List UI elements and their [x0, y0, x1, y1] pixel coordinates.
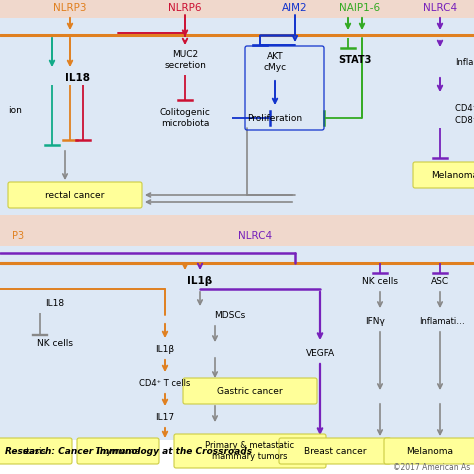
Text: CD4⁺ T cell: CD4⁺ T cell — [455, 103, 474, 112]
Text: Inflammatio…: Inflammatio… — [455, 57, 474, 66]
Bar — [0, 440, 474, 474]
FancyBboxPatch shape — [413, 162, 474, 188]
Text: IL1β: IL1β — [187, 276, 213, 286]
Text: IFNγ: IFNγ — [365, 317, 385, 326]
Text: Thymoma: Thymoma — [95, 447, 140, 456]
Bar — [0, 228, 474, 440]
FancyBboxPatch shape — [0, 438, 72, 464]
Text: IL17: IL17 — [155, 412, 174, 421]
FancyBboxPatch shape — [384, 438, 474, 464]
Text: NAIP1-6: NAIP1-6 — [339, 3, 381, 13]
Text: IL18: IL18 — [65, 73, 91, 83]
Text: IL1β: IL1β — [155, 345, 174, 354]
Text: Primary & metastatic
mammary tumors: Primary & metastatic mammary tumors — [205, 441, 294, 461]
FancyBboxPatch shape — [279, 438, 391, 464]
Text: MUC2
secretion: MUC2 secretion — [164, 50, 206, 70]
Text: VEGFA: VEGFA — [305, 348, 335, 357]
Text: ©2017 American As: ©2017 American As — [393, 464, 470, 473]
Text: AKT
cMyc: AKT cMyc — [264, 52, 287, 72]
Bar — [0, 228, 474, 246]
Bar — [0, 0, 474, 18]
Text: NK cells: NK cells — [37, 338, 73, 347]
Bar — [0, 0, 474, 215]
Text: NLRC4: NLRC4 — [423, 3, 457, 13]
Text: Research: Cancer Immunology at the Crossroads: Research: Cancer Immunology at the Cross… — [5, 447, 252, 456]
Text: rectal cancer: rectal cancer — [46, 191, 105, 200]
Text: Colitogenic
microbiota: Colitogenic microbiota — [160, 108, 210, 128]
Text: Inflamati…: Inflamati… — [419, 317, 465, 326]
FancyBboxPatch shape — [77, 438, 159, 464]
Text: Melanoma: Melanoma — [431, 171, 474, 180]
Text: IL18: IL18 — [46, 299, 64, 308]
Text: NLRC4: NLRC4 — [238, 231, 272, 241]
Text: Proliferation: Proliferation — [247, 113, 302, 122]
Text: ion: ion — [8, 106, 22, 115]
Text: MDSCs: MDSCs — [214, 310, 246, 319]
Text: CD8⁺ T cell: CD8⁺ T cell — [455, 116, 474, 125]
Text: NLRP3: NLRP3 — [53, 3, 87, 13]
Text: NK cells: NK cells — [362, 276, 398, 285]
Text: Gastric cancer: Gastric cancer — [217, 386, 283, 395]
Text: Breast cancer: Breast cancer — [304, 447, 366, 456]
Text: NLRP6: NLRP6 — [168, 3, 202, 13]
Text: Melanoma: Melanoma — [407, 447, 454, 456]
Text: stasis: stasis — [23, 447, 47, 456]
Bar — [0, 215, 474, 228]
FancyBboxPatch shape — [174, 434, 326, 468]
FancyBboxPatch shape — [8, 182, 142, 208]
Text: P3: P3 — [12, 231, 24, 241]
Text: STAT3: STAT3 — [338, 55, 372, 65]
Text: ASC: ASC — [431, 276, 449, 285]
Text: CD4⁺ T cells: CD4⁺ T cells — [139, 379, 191, 388]
FancyBboxPatch shape — [183, 378, 317, 404]
Text: AIM2: AIM2 — [282, 3, 308, 13]
